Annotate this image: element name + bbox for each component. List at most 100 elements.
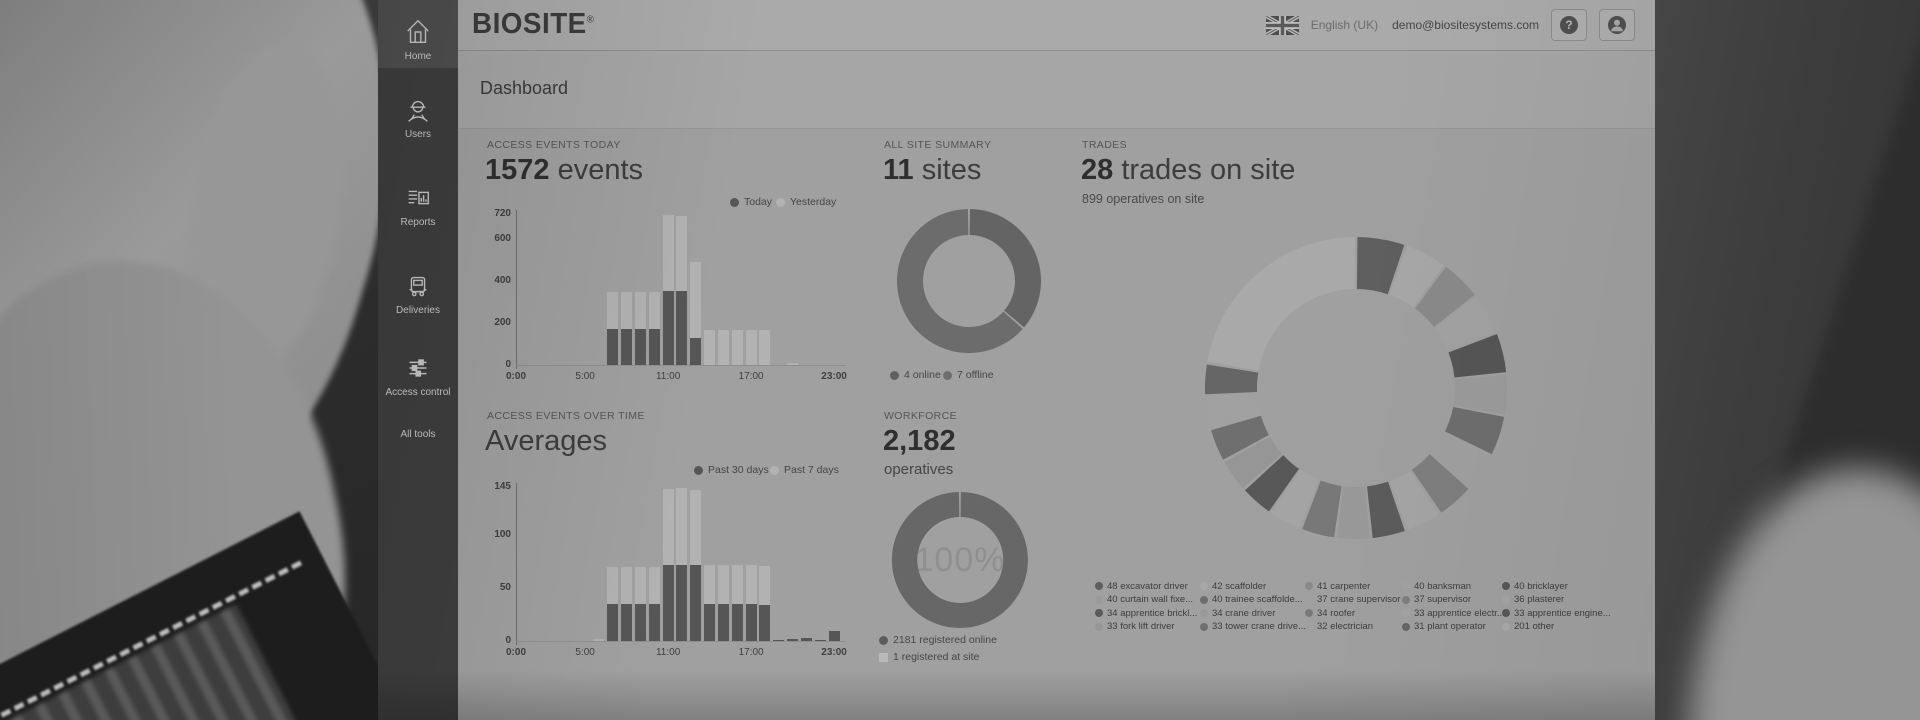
bar-segment[interactable] xyxy=(759,565,771,641)
bar-segment[interactable] xyxy=(607,291,619,365)
donut-segment[interactable] xyxy=(897,209,1023,354)
donut-segment[interactable] xyxy=(1415,266,1475,327)
help-button[interactable]: ? xyxy=(1551,9,1587,41)
trades-legend-item[interactable]: 31 plant operator xyxy=(1402,621,1486,633)
bar-segment[interactable] xyxy=(607,603,619,641)
bar-segment[interactable] xyxy=(648,291,660,365)
donut-segment[interactable] xyxy=(1435,297,1496,351)
bar-segment[interactable] xyxy=(662,215,674,365)
legend-today[interactable]: Today xyxy=(730,196,772,208)
bar-segment[interactable] xyxy=(745,603,757,641)
bar-segment[interactable] xyxy=(731,564,743,641)
bar-segment[interactable] xyxy=(717,603,729,641)
bar-segment[interactable] xyxy=(593,638,605,641)
bar-segment[interactable] xyxy=(690,564,702,641)
donut-segment[interactable] xyxy=(1302,480,1342,538)
donut-segment[interactable] xyxy=(1389,245,1444,308)
trades-legend-item[interactable]: 41 carpenter xyxy=(1305,580,1370,592)
bar-segment[interactable] xyxy=(676,564,688,641)
bar-segment[interactable] xyxy=(814,639,826,641)
account-button[interactable] xyxy=(1599,9,1635,41)
bar-segment[interactable] xyxy=(690,262,702,365)
uk-flag-icon[interactable] xyxy=(1265,15,1299,35)
trades-legend-item[interactable]: 40 curtain wall fixe... xyxy=(1095,594,1193,606)
bar-segment[interactable] xyxy=(704,330,716,365)
trades-legend-item[interactable]: 36 plasterer xyxy=(1502,594,1564,606)
trades-legend-item[interactable]: 34 crane driver xyxy=(1200,607,1275,619)
bar-segment[interactable] xyxy=(662,290,674,365)
legend-yesterday[interactable]: Yesterday xyxy=(776,196,836,208)
donut-segment[interactable] xyxy=(1366,481,1405,539)
bar-segment[interactable] xyxy=(800,637,812,641)
bar-segment[interactable] xyxy=(648,329,660,365)
bar-segment[interactable] xyxy=(634,329,646,365)
donut-segment[interactable] xyxy=(1453,374,1508,415)
bar-segment[interactable] xyxy=(607,329,619,365)
language-selector[interactable]: English (UK) xyxy=(1310,18,1379,32)
sidebar-item-all-tools[interactable]: All tools xyxy=(378,420,458,446)
donut-segment[interactable] xyxy=(1205,364,1259,395)
trades-legend-item[interactable]: 34 apprentice brickl... xyxy=(1095,607,1197,619)
donut-segment[interactable] xyxy=(1448,333,1507,378)
bar-segment[interactable] xyxy=(648,603,660,641)
trades-legend-item[interactable]: 33 apprentice engine... xyxy=(1502,607,1611,619)
donut-segment[interactable] xyxy=(1389,470,1439,530)
trades-legend-item[interactable]: 33 tower crane drive... xyxy=(1200,621,1306,633)
donut-segment[interactable] xyxy=(1207,237,1356,371)
legend-past-7-days[interactable]: Past 7 days xyxy=(770,464,839,476)
trades_on_site-donut-chart[interactable] xyxy=(1204,236,1508,540)
bar-segment[interactable] xyxy=(759,330,771,365)
bar-segment[interactable] xyxy=(690,337,702,365)
trades-legend-item[interactable]: 37 crane supervisor xyxy=(1305,594,1400,606)
all_site_summary-donut-chart[interactable] xyxy=(896,208,1042,354)
bar-segment[interactable] xyxy=(621,291,633,365)
donut-segment[interactable] xyxy=(1224,436,1282,489)
donut-segment[interactable] xyxy=(1356,237,1405,295)
sidebar-item-access-control[interactable]: Access control xyxy=(378,348,458,404)
bar-segment[interactable] xyxy=(787,363,799,365)
bar-segment[interactable] xyxy=(676,290,688,365)
trades-legend-item[interactable]: 40 bricklayer xyxy=(1502,580,1568,592)
trades-legend-item[interactable]: 40 banksman xyxy=(1402,580,1471,592)
sidebar-item-deliveries[interactable]: Deliveries xyxy=(378,262,458,322)
bar-segment[interactable] xyxy=(731,330,743,365)
sidebar-item-home[interactable]: Home xyxy=(378,0,458,68)
trades-legend-item[interactable]: 201 other xyxy=(1502,621,1554,633)
donut-segment[interactable] xyxy=(1430,433,1491,487)
bar-segment[interactable] xyxy=(634,291,646,365)
bar-segment[interactable] xyxy=(704,564,716,641)
account-email[interactable]: demo@biositesystems.com xyxy=(1392,18,1539,32)
bar-segment[interactable] xyxy=(662,564,674,641)
bar-segment[interactable] xyxy=(745,330,757,365)
trades-legend-item[interactable]: 33 fork lift driver xyxy=(1095,621,1175,633)
trades-legend-item[interactable]: 48 excavator driver xyxy=(1095,580,1188,592)
sidebar-item-reports[interactable]: Reports xyxy=(378,176,458,234)
bar-segment[interactable] xyxy=(773,639,785,641)
donut-segment[interactable] xyxy=(1336,486,1370,539)
bar-segment[interactable] xyxy=(621,329,633,365)
bar-segment[interactable] xyxy=(787,638,799,641)
trades-legend-item[interactable]: 32 electrician xyxy=(1305,621,1373,633)
legend-registered-at-site[interactable]: 1 registered at site xyxy=(879,651,979,663)
legend-registered-online[interactable]: 2181 registered online xyxy=(879,634,997,646)
bar-segment[interactable] xyxy=(717,564,729,641)
donut-segment[interactable] xyxy=(1211,415,1269,460)
donut-segment[interactable] xyxy=(1205,393,1261,428)
bar-segment[interactable] xyxy=(745,564,757,641)
bar-segment[interactable] xyxy=(704,603,716,641)
bar-segment[interactable] xyxy=(634,603,646,641)
donut-segment[interactable] xyxy=(891,492,1028,629)
bar-segment[interactable] xyxy=(731,603,743,641)
donut-segment[interactable] xyxy=(1445,406,1505,455)
trades-legend-item[interactable]: 33 apprentice electr... xyxy=(1402,607,1505,619)
trades-legend-item[interactable]: 34 roofer xyxy=(1305,607,1355,619)
donut-segment[interactable] xyxy=(969,209,1042,328)
legend-sites-offline[interactable]: 7 offline xyxy=(943,369,994,381)
legend-sites-online[interactable]: 4 online xyxy=(890,369,941,381)
workforce-donut-chart[interactable] xyxy=(891,491,1029,629)
bar-segment[interactable] xyxy=(621,603,633,641)
donut-segment[interactable] xyxy=(1245,455,1299,512)
trades-legend-item[interactable]: 37 supervisor xyxy=(1402,594,1471,606)
trades-legend-item[interactable]: 40 trainee scaffolde... xyxy=(1200,594,1303,606)
donut-segment[interactable] xyxy=(1411,454,1469,513)
